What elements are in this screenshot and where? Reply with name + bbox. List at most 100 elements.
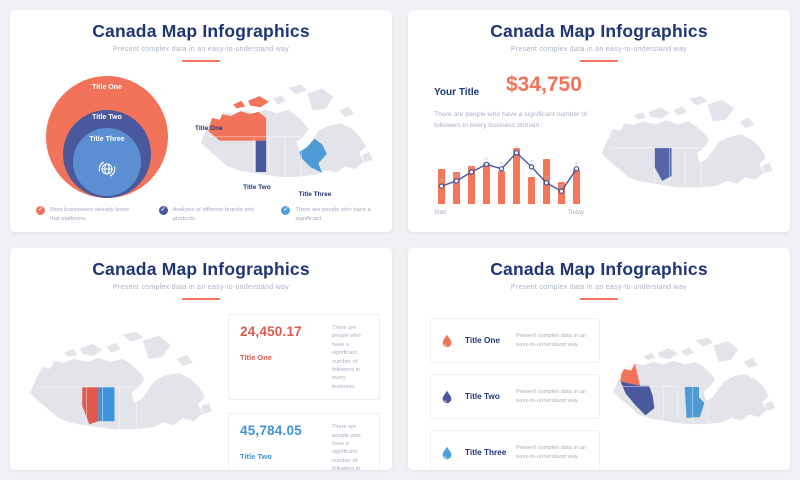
line-point xyxy=(468,169,475,175)
bar xyxy=(528,177,535,204)
line-point xyxy=(558,188,565,194)
stat-value: 24,450.17 xyxy=(240,324,302,339)
line-point xyxy=(453,178,460,184)
info-title: Title Two xyxy=(465,392,500,401)
svg-text:55: 55 xyxy=(575,161,579,165)
legend-item: ✓ Analysis of different brands and produ… xyxy=(158,206,262,223)
map-label-title-two: Title Two xyxy=(243,184,271,192)
metric-value: $34,750 xyxy=(506,73,582,96)
legend-item: ✓ Most businesses already know that plat… xyxy=(36,206,139,223)
legend-text: Analysis of different brands and product… xyxy=(172,207,254,222)
title-underline xyxy=(580,60,618,62)
canada-map xyxy=(608,310,782,458)
venn-circle-three xyxy=(73,128,141,196)
info-title: Title One xyxy=(465,336,500,345)
legend-text: There are people who have a significant. xyxy=(295,207,371,222)
map-label-title-three: Title Three xyxy=(298,190,332,198)
svg-text:20: 20 xyxy=(560,184,564,188)
line-point xyxy=(543,180,550,186)
slide-card-list[interactable]: Canada Map Infographics Present complex … xyxy=(408,248,790,470)
chart-x-labels: Start Today xyxy=(434,210,584,216)
bar xyxy=(468,165,475,204)
slide-card-stats[interactable]: Canada Map Infographics Present complex … xyxy=(10,248,392,470)
svg-text:33: 33 xyxy=(545,175,549,179)
venn-label-one: Title One xyxy=(92,84,122,91)
drop-icon xyxy=(442,446,452,459)
legend-text: Most businesses already know that platfo… xyxy=(50,207,129,222)
metric-description: There are people who have a significant … xyxy=(434,111,588,129)
svg-text:50: 50 xyxy=(470,165,474,169)
venn-label-two: Title Two xyxy=(92,114,122,121)
slide-card-venn[interactable]: Canada Map Infographics Present complex … xyxy=(10,10,392,232)
stat-description: There are people who have a significant … xyxy=(332,325,361,390)
info-card: Title One Present complex data in an eas… xyxy=(430,318,600,363)
venn-diagram: Title One Title Two Title Three xyxy=(32,70,182,198)
metric-label: Your Title xyxy=(434,87,480,98)
venn-label-three: Title Three xyxy=(89,136,125,143)
map-region-title-two xyxy=(98,387,115,422)
slide-subtitle: Present complex data in an easy-to-under… xyxy=(510,46,688,53)
drop-icon xyxy=(442,390,452,403)
map-region-highlight xyxy=(654,147,672,181)
info-description: Present complex data in an easy-to-under… xyxy=(516,389,587,404)
map-region-title-one xyxy=(208,111,267,141)
svg-text:36: 36 xyxy=(455,173,459,177)
canada-map: Title One Title Two Title Three xyxy=(195,68,380,200)
line-point xyxy=(483,161,490,168)
slide-title: Canada Map Infographics xyxy=(92,21,310,41)
info-card: Title Two Present complex data in an eas… xyxy=(430,374,600,419)
svg-text:28: 28 xyxy=(440,179,444,183)
stat-main: 24,450.17 Title One xyxy=(240,324,324,391)
stat-title: Title Two xyxy=(240,452,272,462)
line-point xyxy=(528,164,535,170)
map-region-title-two xyxy=(620,381,655,416)
info-description: Present complex data in an easy-to-under… xyxy=(516,445,587,460)
slide-card-chart[interactable]: Canada Map Infographics Present complex … xyxy=(408,10,790,232)
title-underline xyxy=(580,298,618,300)
stat-value: 45,784.05 xyxy=(240,423,302,439)
bar xyxy=(573,168,580,204)
stat-card: 45,784.05 Title Two There are people who… xyxy=(228,413,380,470)
slide-subtitle: Present complex data in an easy-to-under… xyxy=(112,46,290,53)
line-point xyxy=(513,150,520,156)
line-point xyxy=(573,166,580,172)
bar xyxy=(498,170,505,204)
bar xyxy=(513,147,520,204)
check-icon: ✓ xyxy=(36,206,45,216)
legend: ✓ Most businesses already know that plat… xyxy=(36,206,384,223)
svg-text:55: 55 xyxy=(500,161,504,165)
slide-title: Canada Map Infographics xyxy=(490,259,708,279)
drop-icon xyxy=(442,334,452,347)
line-point xyxy=(438,183,445,189)
line-point xyxy=(498,166,505,172)
chart-line: 28 36 50 62 55 80 58 33 20 55 xyxy=(438,145,580,194)
canada-map xyxy=(24,308,220,460)
legend-item: ✓ There are people who have a significan… xyxy=(281,206,384,223)
slide-title: Canada Map Infographics xyxy=(490,21,708,41)
stat-list: 24,450.17 Title One There are people who… xyxy=(228,314,380,470)
bar xyxy=(483,163,490,204)
stat-main: 45,784.05 Title Two xyxy=(240,423,324,470)
svg-text:58: 58 xyxy=(530,159,534,163)
stat-title: Title One xyxy=(240,353,272,362)
info-title: Title Three xyxy=(465,448,507,457)
bar-line-chart: 28 36 50 62 55 80 58 33 20 55 xyxy=(434,140,584,204)
map-label-title-one: Title One xyxy=(195,124,223,132)
stat-card: 24,450.17 Title One There are people who… xyxy=(228,314,380,401)
x-label-today: Today xyxy=(567,210,584,216)
slide-subtitle: Present complex data in an easy-to-under… xyxy=(112,284,290,291)
slide-title: Canada Map Infographics xyxy=(92,259,310,279)
info-list: Title One Present complex data in an eas… xyxy=(430,318,600,470)
title-underline xyxy=(182,60,220,62)
info-card: Title Three Present complex data in an e… xyxy=(430,430,600,470)
globe-sync-icon xyxy=(95,157,119,186)
slide-subtitle: Present complex data in an easy-to-under… xyxy=(510,284,688,291)
info-description: Present complex data in an easy-to-under… xyxy=(516,333,587,348)
bar xyxy=(453,172,460,204)
check-icon: ✓ xyxy=(158,206,168,216)
x-label-start: Start xyxy=(434,210,447,216)
check-icon: ✓ xyxy=(281,206,291,216)
svg-text:80: 80 xyxy=(515,145,519,149)
stat-description: There are people who have a significant … xyxy=(332,424,361,470)
